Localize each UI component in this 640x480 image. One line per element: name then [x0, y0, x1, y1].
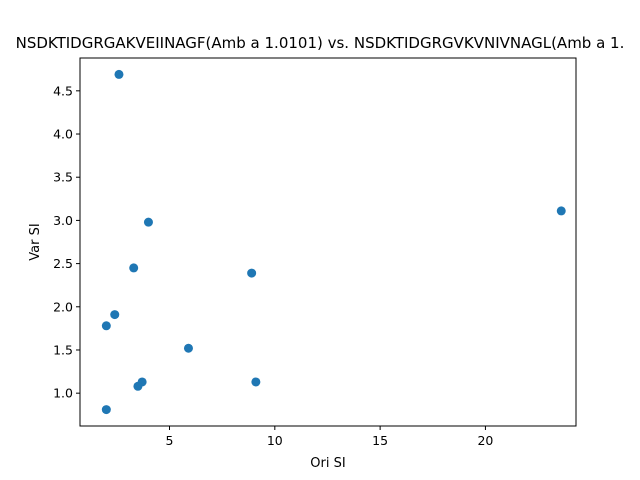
y-axis-ticks: 1.0 1.5 2.0 2.5 3.0 3.5 4.0 4.5: [53, 83, 80, 401]
y-tick-label: 1.5: [53, 342, 73, 357]
x-axis-label: Ori SI: [310, 456, 345, 471]
data-point: [114, 69, 124, 79]
data-point: [251, 377, 261, 387]
chart-title: NSDKTIDGRGAKVEIINAGF(Amb a 1.0101) vs. N…: [16, 34, 625, 52]
y-tick-label: 4.0: [53, 127, 73, 142]
y-tick-label: 3.0: [53, 213, 73, 228]
y-tick-label: 3.5: [53, 170, 73, 185]
plot-area: 5 10 15 20 1.0 1.5 2.0 2.5 3.0 3.5 4.0 4.5: [53, 57, 577, 448]
data-point: [101, 405, 111, 415]
data-point: [101, 321, 111, 331]
x-axis-ticks: 5 10 15 20: [166, 426, 493, 448]
y-tick-label: 2.5: [53, 256, 73, 271]
y-tick-label: 4.5: [53, 83, 73, 98]
data-point: [556, 206, 566, 216]
y-tick-label: 2.0: [53, 299, 73, 314]
data-point: [183, 343, 193, 353]
y-tick-label: 1.0: [53, 386, 73, 401]
x-tick-label: 20: [477, 433, 493, 448]
data-point: [129, 263, 139, 273]
points-layer: [101, 69, 566, 415]
data-point: [143, 217, 153, 227]
x-tick-label: 10: [267, 433, 283, 448]
data-point: [110, 310, 120, 320]
axes-frame: [79, 57, 577, 427]
data-point: [247, 268, 257, 278]
data-point: [133, 381, 143, 391]
x-tick-label: 15: [372, 433, 388, 448]
x-tick-label: 5: [166, 433, 174, 448]
y-axis-label: Var SI: [28, 223, 43, 260]
